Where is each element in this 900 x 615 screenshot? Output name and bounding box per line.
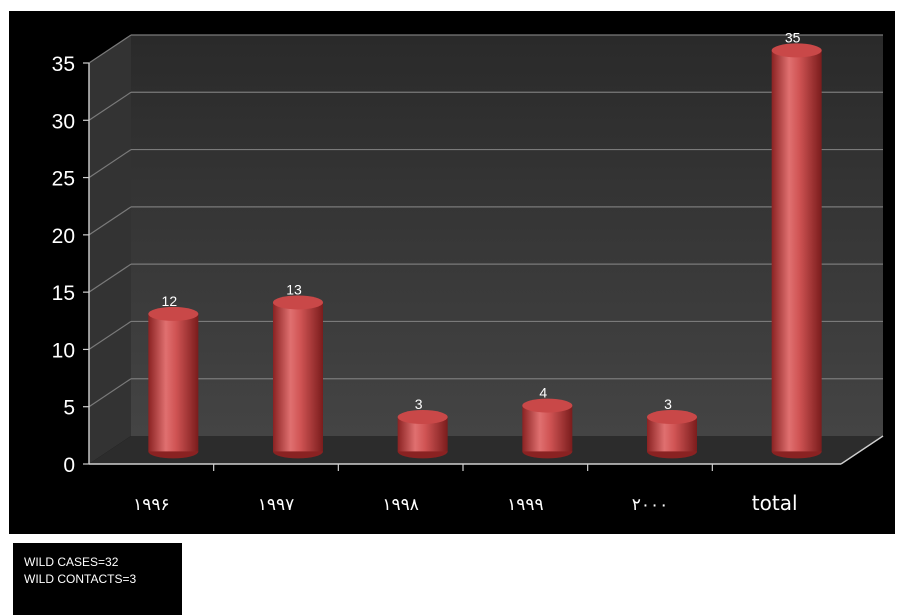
gridline-side [88, 320, 132, 350]
bar-top [647, 410, 697, 425]
gridline-side [88, 378, 132, 408]
bar-0 [148, 306, 199, 459]
gridline-side [88, 149, 132, 179]
bar-chart: 0 5 10 15 20 25 30 35 12 ١٩٩۶ 13 ١٩٩٧ 3 ١٩٩٨ 4 ١٩٩٩ 3 ٢٠٠… [52, 29, 884, 515]
x-tick-label: total [752, 491, 798, 515]
bar [148, 313, 199, 452]
bar-top [273, 295, 323, 310]
gridline-side [88, 263, 132, 293]
x-axis-depth-line [840, 435, 884, 465]
data-label: 3 [664, 396, 672, 412]
y-tick-label: 10 [52, 339, 75, 362]
bar-top [397, 410, 448, 425]
x-tick-label: ٢٠٠٠ [632, 495, 669, 515]
data-label: 13 [286, 281, 302, 297]
chart-panel: 0 5 10 15 20 25 30 35 12 ١٩٩۶ 13 ١٩٩٧ 3 ١٩٩٨ 4 ١٩٩٩ 3 ٢٠٠… [9, 11, 895, 534]
x-tick-label: ١٩٩۶ [133, 495, 170, 515]
bar-4 [647, 410, 697, 459]
bar-5 [771, 43, 822, 459]
chart-side-wall [89, 35, 131, 464]
data-label: 4 [539, 385, 547, 401]
bar [273, 302, 323, 452]
y-tick-label: 35 [52, 53, 75, 76]
bar-top [771, 43, 822, 58]
bar [522, 405, 573, 452]
gridline-side [88, 91, 132, 121]
y-tick-label: 20 [52, 225, 75, 248]
bar-2 [397, 410, 448, 459]
note-box: WILD CASES=32 WILD CONTACTS=3 [13, 543, 182, 615]
bar-3 [522, 398, 573, 459]
gridline-side [88, 34, 132, 64]
bar [771, 50, 822, 452]
y-tick-label: 30 [52, 110, 75, 133]
data-label: 3 [415, 396, 423, 412]
y-tick-label: 0 [63, 454, 75, 477]
bar-1 [273, 295, 323, 459]
chart-back-wall [131, 35, 883, 436]
y-tick-label: 25 [52, 168, 75, 191]
chart-floor [89, 436, 883, 464]
note-wild-contacts: WILD CONTACTS=3 [24, 572, 137, 586]
data-label: 12 [162, 293, 178, 309]
x-tick-label: ١٩٩٨ [382, 495, 419, 515]
y-tick-label: 5 [63, 397, 75, 420]
x-tick-label: ١٩٩٩ [507, 495, 544, 515]
data-label: 35 [785, 29, 801, 45]
bar-top [148, 306, 199, 321]
x-tick-label: ١٩٩٧ [258, 495, 295, 515]
y-tick-label: 15 [52, 282, 75, 305]
note-wild-cases: WILD CASES=32 [24, 555, 119, 569]
bar-top [522, 398, 573, 413]
gridline-side [88, 206, 132, 236]
